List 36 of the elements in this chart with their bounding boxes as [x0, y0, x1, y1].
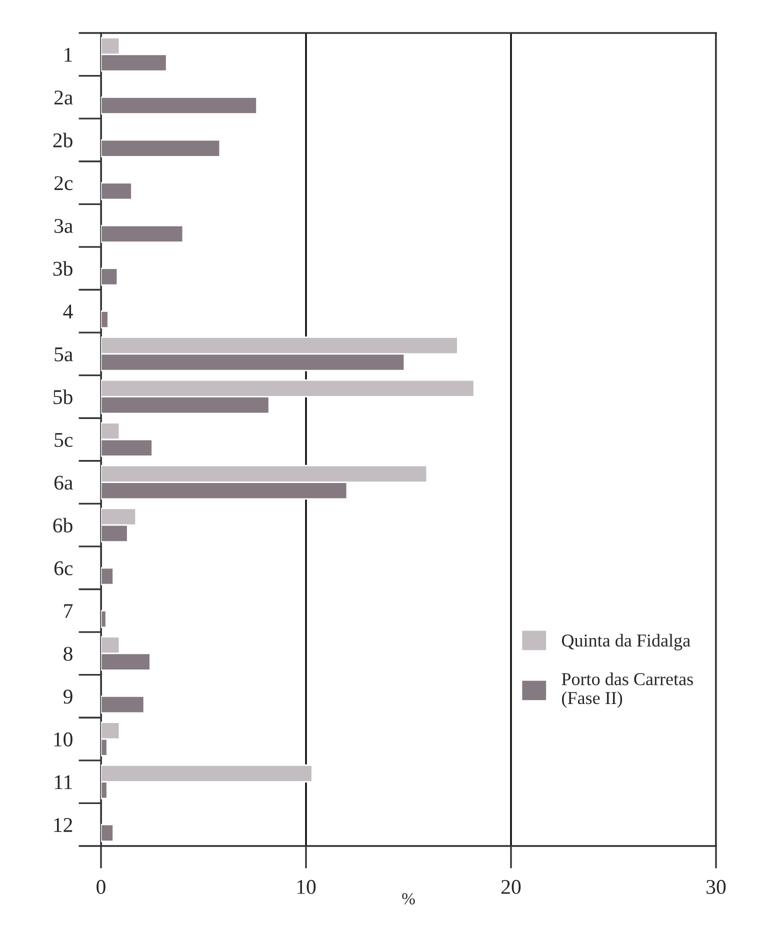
legend-label: Porto das Carretas (Fase II) — [562, 672, 693, 708]
y-tick-label: 5c — [54, 433, 73, 447]
bar — [101, 696, 145, 714]
bar — [101, 824, 114, 842]
y-tick-label: 2b — [53, 132, 72, 148]
bar — [101, 310, 109, 329]
y-tick-label: 3b — [53, 261, 72, 276]
bar — [101, 224, 184, 243]
y-tick-label: 12 — [54, 818, 72, 832]
legend-label: Quinta da Fidalga — [562, 634, 690, 650]
x-tick-label: 10 — [297, 880, 316, 894]
bar — [101, 567, 114, 586]
bar — [101, 610, 107, 628]
bar — [101, 139, 221, 158]
x-tick-label: 30 — [706, 880, 726, 894]
y-tick-label: 6b — [53, 518, 72, 533]
y-tick-label: 5b — [54, 389, 72, 404]
bar — [101, 182, 132, 200]
x-axis-title: % — [402, 893, 415, 904]
y-tick-label: 6a — [54, 476, 73, 490]
y-tick-label: 6c — [54, 561, 73, 576]
y-tick-label: 10 — [54, 732, 72, 746]
y-tick-label: 1 — [64, 48, 72, 62]
y-tick-label: 7 — [64, 604, 73, 618]
bar — [101, 268, 118, 286]
bar — [101, 96, 258, 115]
x-tick-label: 0 — [96, 880, 106, 894]
x-tick-label: 20 — [502, 880, 521, 894]
y-tick-label: 4 — [63, 304, 73, 318]
y-tick-label: 5a — [54, 348, 73, 362]
y-tick-label: 3a — [54, 218, 73, 233]
y-tick-label: 2c — [54, 176, 73, 190]
y-tick-label: 9 — [63, 690, 72, 704]
y-tick-label: 8 — [64, 646, 72, 661]
y-tick-label: 11 — [55, 775, 72, 790]
y-tick-label: 2a — [54, 90, 73, 105]
